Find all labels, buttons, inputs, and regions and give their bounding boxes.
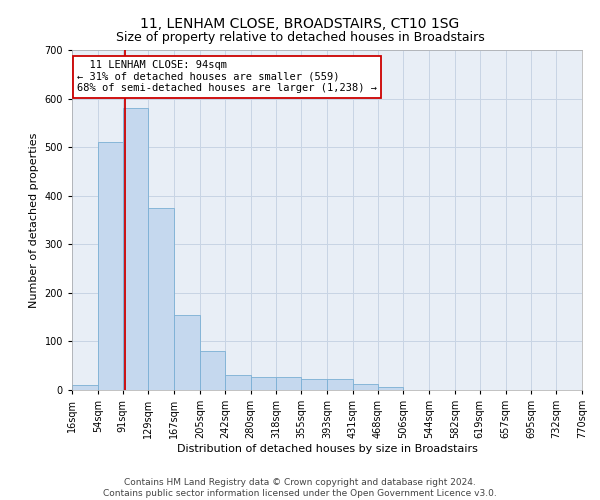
- Bar: [72, 385, 98, 390]
- Bar: [174, 314, 200, 390]
- X-axis label: Distribution of detached houses by size in Broadstairs: Distribution of detached houses by size …: [176, 444, 478, 454]
- Text: Contains HM Land Registry data © Crown copyright and database right 2024.
Contai: Contains HM Land Registry data © Crown c…: [103, 478, 497, 498]
- Bar: [353, 384, 378, 390]
- Bar: [378, 386, 403, 390]
- Y-axis label: Number of detached properties: Number of detached properties: [29, 132, 39, 308]
- Bar: [200, 351, 225, 390]
- Text: 11, LENHAM CLOSE, BROADSTAIRS, CT10 1SG: 11, LENHAM CLOSE, BROADSTAIRS, CT10 1SG: [140, 18, 460, 32]
- Bar: [276, 378, 301, 390]
- Text: 11 LENHAM CLOSE: 94sqm  
← 31% of detached houses are smaller (559)
68% of semi-: 11 LENHAM CLOSE: 94sqm ← 31% of detached…: [77, 60, 377, 94]
- Bar: [123, 108, 148, 390]
- Bar: [225, 376, 251, 390]
- Bar: [148, 208, 174, 390]
- Bar: [98, 142, 123, 390]
- Bar: [301, 380, 327, 390]
- Bar: [327, 380, 353, 390]
- Text: Size of property relative to detached houses in Broadstairs: Size of property relative to detached ho…: [116, 31, 484, 44]
- Bar: [251, 378, 276, 390]
